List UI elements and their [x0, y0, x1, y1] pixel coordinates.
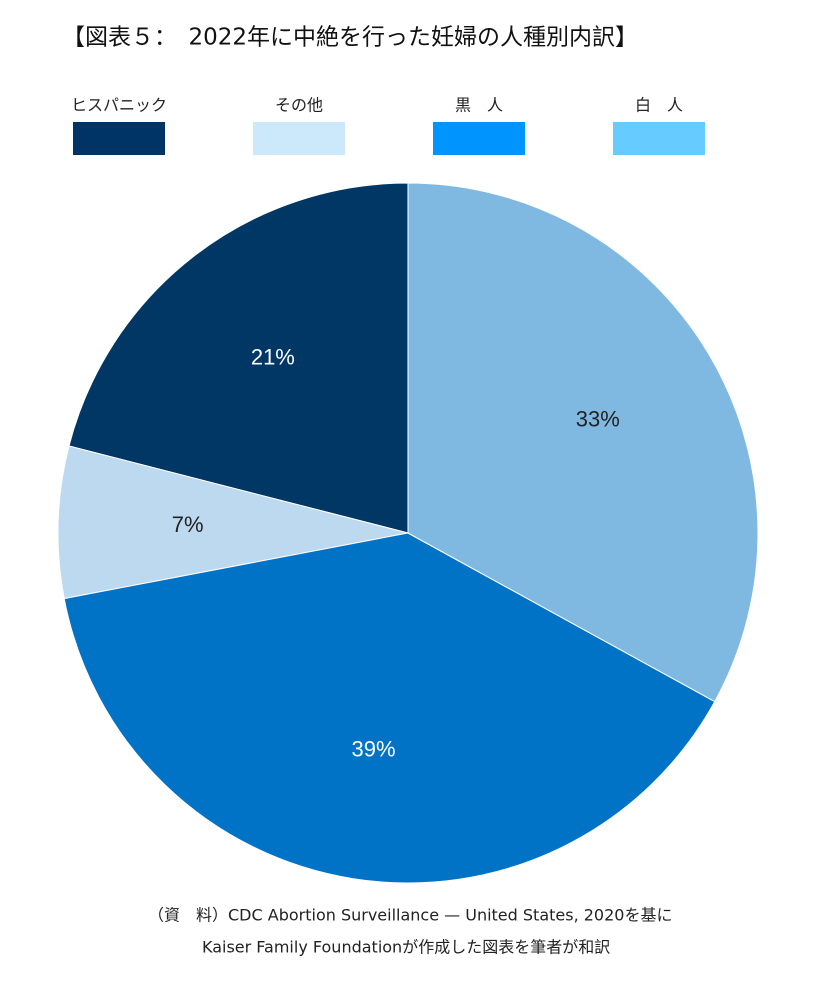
legend-label: 白 人 [635, 96, 683, 115]
source-note: （資 料）CDC Abortion Surveillance — United … [148, 906, 672, 925]
legend-swatch [613, 122, 705, 155]
pie-slice [68, 182, 409, 534]
value-label: 21% [251, 345, 295, 370]
pie-slice [407, 182, 759, 703]
pie-slice [57, 445, 409, 600]
legend-swatch [253, 122, 345, 155]
source-note: Kaiser Family Foundationが作成した図表を筆者が和訳 [202, 938, 610, 957]
legend-swatch [73, 122, 165, 155]
value-label: 39% [351, 737, 395, 762]
legend-label: ヒスパニック [71, 96, 167, 115]
legend-label: その他 [275, 96, 323, 115]
value-label: 33% [576, 407, 620, 432]
pie-slice [63, 532, 716, 884]
chart-title: 【図表５： 2022年に中絶を行った妊婦の人種別内訳】 [62, 25, 638, 51]
legend-swatch [433, 122, 525, 155]
legend-label: 黒 人 [455, 96, 503, 115]
value-label: 7% [172, 512, 204, 537]
